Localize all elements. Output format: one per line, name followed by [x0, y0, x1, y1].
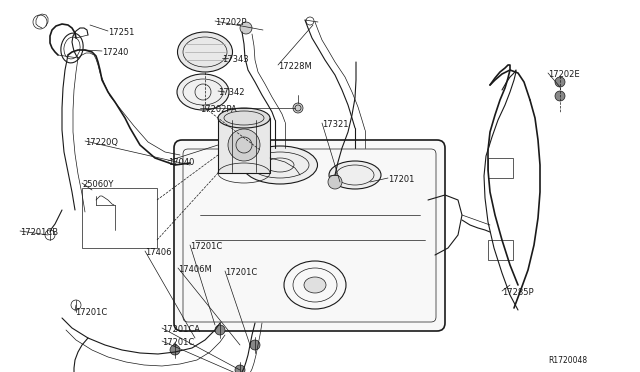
Text: 17251: 17251 [108, 28, 134, 37]
Text: 17343: 17343 [222, 55, 248, 64]
Circle shape [555, 77, 565, 87]
Text: 17220Q: 17220Q [85, 138, 118, 147]
Text: 17201C: 17201C [190, 242, 222, 251]
Ellipse shape [243, 146, 317, 184]
Circle shape [235, 365, 245, 372]
Text: 17201C: 17201C [225, 268, 257, 277]
Circle shape [170, 345, 180, 355]
Ellipse shape [177, 32, 232, 72]
Text: 17321: 17321 [322, 120, 349, 129]
Text: 17202P: 17202P [215, 18, 246, 27]
Circle shape [328, 175, 342, 189]
Circle shape [555, 91, 565, 101]
Text: 17040: 17040 [168, 158, 195, 167]
Text: R1720048: R1720048 [548, 356, 587, 365]
FancyBboxPatch shape [174, 140, 445, 331]
Text: 17201: 17201 [388, 175, 414, 184]
Ellipse shape [218, 108, 270, 128]
Ellipse shape [304, 277, 326, 293]
Text: 17228M: 17228M [278, 62, 312, 71]
Text: 17406M: 17406M [178, 265, 212, 274]
Text: 17240: 17240 [102, 48, 129, 57]
Text: 17201CB: 17201CB [20, 228, 58, 237]
Circle shape [250, 340, 260, 350]
Ellipse shape [177, 74, 229, 110]
Circle shape [215, 325, 225, 335]
Text: 17201CA: 17201CA [162, 325, 200, 334]
Text: 17201C: 17201C [75, 308, 108, 317]
Circle shape [228, 129, 260, 161]
Bar [82, 188, 157, 248]
Text: 17202E: 17202E [548, 70, 580, 79]
Text: 17406: 17406 [145, 248, 172, 257]
Bar [488, 240, 513, 260]
Circle shape [240, 22, 252, 34]
Text: 25060Y: 25060Y [82, 180, 113, 189]
Circle shape [293, 103, 303, 113]
Text: 17201C: 17201C [162, 338, 195, 347]
Text: 17342: 17342 [218, 88, 244, 97]
Text: 17202PA: 17202PA [200, 105, 237, 114]
Bar [488, 158, 513, 178]
Text: 17285P: 17285P [502, 288, 534, 297]
Bar [218, 118, 270, 173]
Ellipse shape [329, 161, 381, 189]
